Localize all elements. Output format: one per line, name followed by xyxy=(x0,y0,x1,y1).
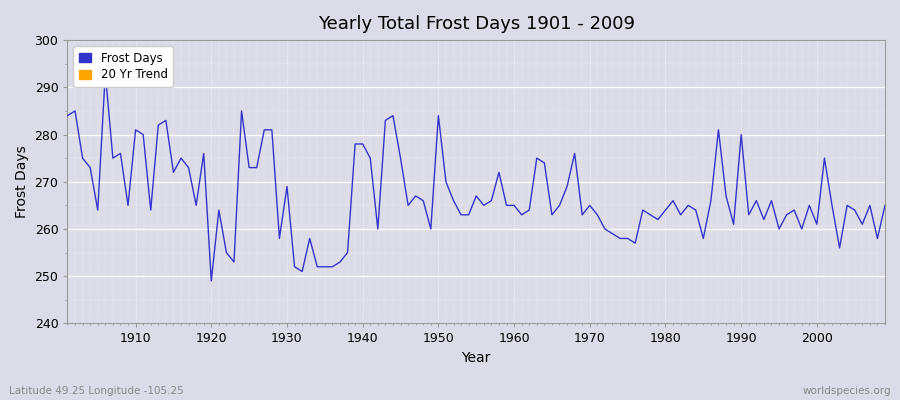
Legend: Frost Days, 20 Yr Trend: Frost Days, 20 Yr Trend xyxy=(74,46,174,87)
Text: worldspecies.org: worldspecies.org xyxy=(803,386,891,396)
X-axis label: Year: Year xyxy=(462,351,490,365)
Title: Yearly Total Frost Days 1901 - 2009: Yearly Total Frost Days 1901 - 2009 xyxy=(318,15,634,33)
Y-axis label: Frost Days: Frost Days xyxy=(15,145,29,218)
Text: Latitude 49.25 Longitude -105.25: Latitude 49.25 Longitude -105.25 xyxy=(9,386,184,396)
